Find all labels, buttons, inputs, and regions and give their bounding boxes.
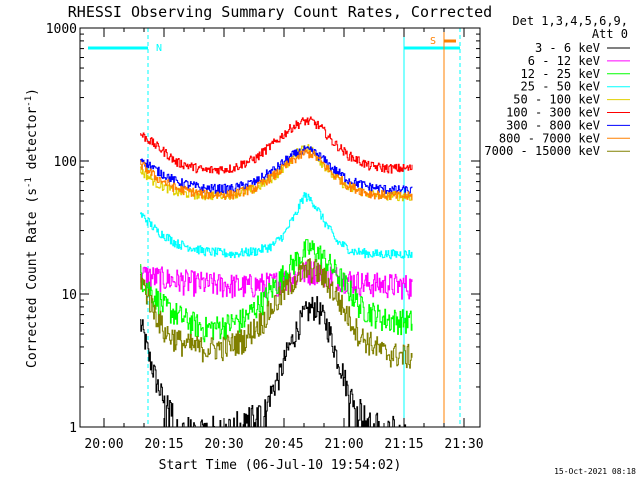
x-tick-label: 20:30 — [204, 437, 243, 452]
legend-label: 6 - 12 keV — [528, 54, 600, 68]
plot-area: NS — [88, 28, 461, 428]
x-tick-label: 21:00 — [324, 437, 363, 452]
series-line-800-7000keV — [140, 149, 413, 201]
series-line-7000-15000keV — [140, 258, 413, 369]
saa-marker-label: S — [430, 36, 436, 47]
legend-label: 25 - 50 keV — [521, 80, 600, 94]
legend-label: 12 - 25 keV — [521, 67, 600, 81]
y-tick-label: 1 — [69, 421, 77, 436]
y-tick-label: 1000 — [46, 22, 77, 37]
series-line-6-12keV — [140, 261, 413, 300]
series-line-50-100keV — [140, 144, 413, 202]
night-marker-label: N — [156, 43, 162, 54]
x-tick-label: 21:30 — [444, 437, 483, 452]
y-tick-label: 100 — [54, 155, 77, 170]
x-tick-label: 20:00 — [84, 437, 123, 452]
render-timestamp: 15-Oct-2021 08:18 — [554, 467, 636, 476]
series-line-12-25keV — [140, 239, 413, 343]
legend-header-line2: Att 0 — [592, 27, 628, 41]
x-axis-label: Start Time (06-Jul-10 19:54:02) — [159, 458, 402, 473]
x-axis-ticks: 20:00 20:15 20:30 20:45 21:00 21:15 21:30 — [84, 28, 484, 452]
legend-label: 3 - 6 keV — [535, 41, 600, 55]
y-axis-ticks: 1 10 100 1000 — [46, 22, 480, 436]
x-tick-label: 21:15 — [384, 437, 423, 452]
y-axis-label: Corrected Count Rate (s-1 detector-1) — [24, 88, 40, 368]
series-line-100-300keV — [140, 116, 413, 175]
legend-label: 300 - 800 keV — [506, 118, 600, 132]
series-line-3-6keV — [140, 296, 412, 428]
plot-frame — [79, 27, 481, 428]
x-tick-label: 20:15 — [144, 437, 183, 452]
y-tick-label: 10 — [61, 288, 77, 303]
x-tick-label: 20:45 — [264, 437, 303, 452]
legend-label: 7000 - 15000 keV — [484, 144, 600, 158]
legend-label: 100 - 300 keV — [506, 106, 600, 120]
chart-title: RHESSI Observing Summary Count Rates, Co… — [68, 3, 492, 21]
legend-label: 50 - 100 keV — [513, 93, 600, 107]
legend-label: 800 - 7000 keV — [499, 131, 600, 145]
legend-header-line1: Det 1,3,4,5,6,9, — [512, 14, 628, 28]
series-line-25-50keV — [140, 192, 413, 260]
